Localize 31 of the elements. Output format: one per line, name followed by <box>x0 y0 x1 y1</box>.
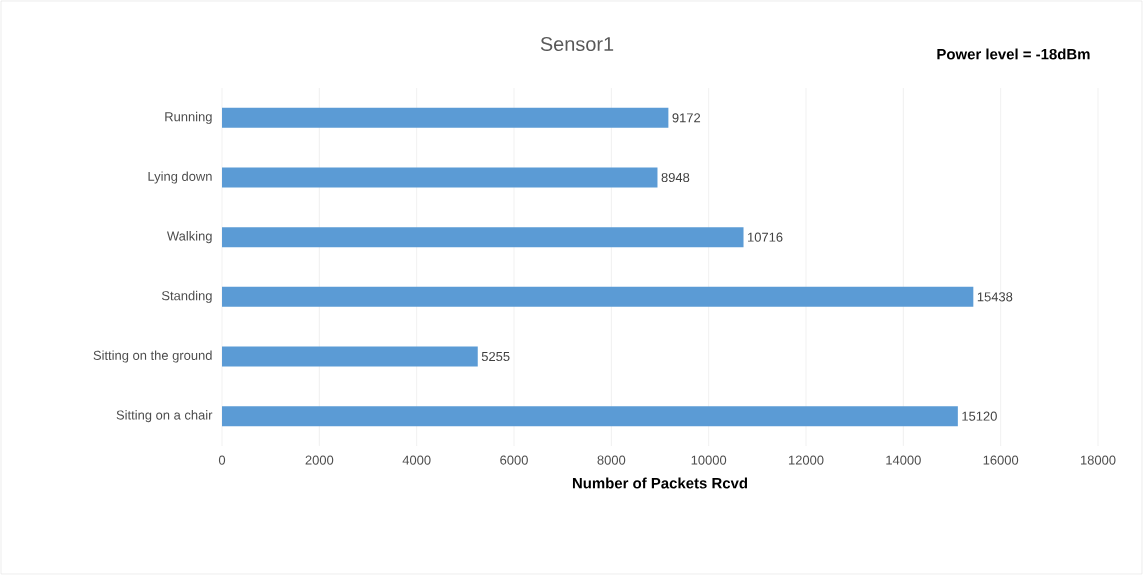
bar <box>222 107 669 128</box>
x-tick-label: 8000 <box>597 455 626 465</box>
bar <box>222 227 744 248</box>
x-tick-label: 14000 <box>886 455 921 465</box>
data-label: 15120 <box>962 411 997 421</box>
y-tick-label: Sitting on a chair <box>116 410 213 423</box>
y-tick-label: Sitting on the ground <box>93 350 212 363</box>
x-tick-label: 6000 <box>500 455 528 465</box>
x-tick-label: 12000 <box>788 455 824 465</box>
data-label: 8948 <box>661 172 690 183</box>
y-tick-label: Standing <box>161 290 212 303</box>
text: Power level = -18dBm <box>937 48 1090 60</box>
bar <box>222 286 974 307</box>
data-label: 5255 <box>481 351 510 362</box>
bar <box>222 346 478 367</box>
x-tick-label: 0 <box>218 455 226 465</box>
x-tick-label: 2000 <box>305 455 334 465</box>
chart-title: Sensor1 <box>540 36 614 52</box>
y-tick-label: Running <box>165 111 212 124</box>
y-tick-label: Lying down <box>148 171 212 184</box>
y-tick-label: Walking <box>166 231 212 244</box>
x-tick-label: 10000 <box>691 455 727 465</box>
data-label: 15438 <box>977 292 1013 302</box>
x-axis-title: Number of Packets Rcvd <box>572 477 748 489</box>
x-tick-label: 18000 <box>1080 455 1116 465</box>
data-label: 9172 <box>672 113 701 123</box>
bar <box>222 167 658 188</box>
bar <box>222 406 958 427</box>
x-tick-label: 16000 <box>983 455 1019 465</box>
data-label: 10716 <box>748 232 783 242</box>
x-tick-label: 4000 <box>402 455 431 465</box>
